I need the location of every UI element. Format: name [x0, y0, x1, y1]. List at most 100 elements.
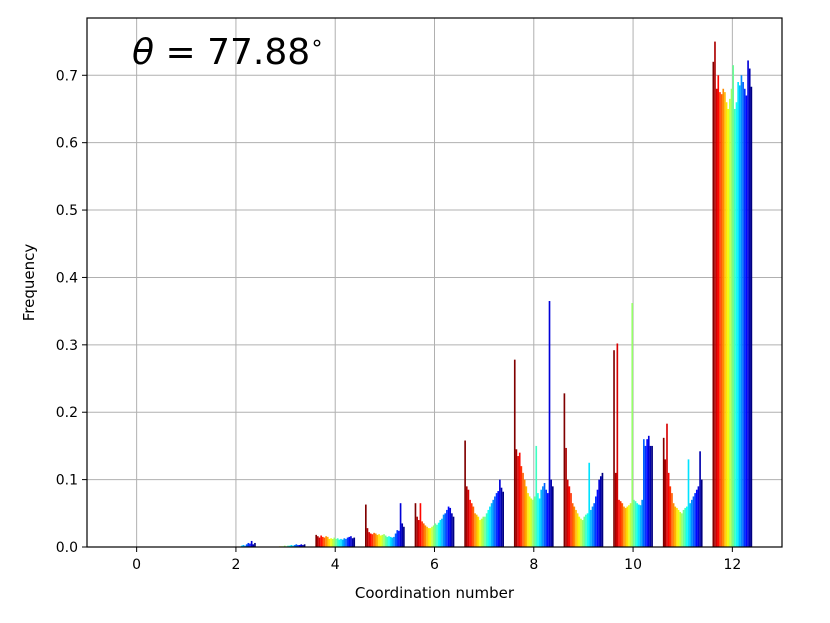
y-axis-label: Frequency — [20, 244, 38, 322]
bar — [523, 479, 526, 547]
bar — [482, 516, 485, 547]
bar — [394, 533, 397, 547]
bar — [586, 513, 589, 547]
bar — [302, 544, 304, 547]
bar — [318, 537, 321, 547]
bar — [725, 102, 728, 548]
bar — [538, 498, 541, 547]
bar — [366, 528, 369, 547]
bar — [591, 506, 594, 547]
bar — [383, 534, 385, 547]
bar — [369, 533, 372, 547]
bar — [464, 440, 466, 547]
bar — [492, 499, 495, 547]
bar — [639, 505, 642, 547]
bar — [588, 462, 591, 547]
bar — [532, 499, 534, 547]
bar — [474, 513, 476, 547]
bar — [331, 538, 334, 547]
bar — [479, 520, 481, 547]
bar — [750, 86, 753, 548]
bar — [292, 545, 294, 547]
bar — [548, 301, 551, 547]
bar — [644, 445, 647, 547]
bar-group-cn-11 — [662, 423, 703, 547]
bar — [346, 537, 349, 547]
bar — [679, 511, 682, 547]
x-tick-label: 12 — [723, 557, 741, 573]
bar — [401, 523, 404, 547]
bar — [525, 486, 528, 547]
bar — [545, 489, 548, 547]
bar — [730, 88, 733, 547]
bar — [649, 445, 652, 547]
bar — [682, 509, 685, 547]
bar — [426, 526, 428, 547]
bar — [681, 513, 683, 547]
bar — [671, 493, 673, 547]
bar — [391, 537, 394, 547]
bar — [384, 535, 387, 547]
bar — [417, 520, 420, 547]
bar-group-cn-5 — [365, 503, 405, 547]
bar — [599, 476, 602, 547]
bar — [734, 108, 736, 547]
bar — [429, 528, 432, 547]
bar — [700, 479, 703, 547]
bar — [335, 538, 337, 547]
bar — [249, 543, 251, 547]
bar — [437, 522, 440, 547]
bar — [495, 493, 498, 547]
bar — [351, 538, 354, 547]
bar — [593, 503, 596, 547]
bar — [325, 536, 327, 547]
bar — [427, 528, 430, 547]
bar — [343, 538, 346, 547]
bar — [439, 520, 442, 547]
bar — [520, 466, 523, 547]
bar — [735, 102, 738, 548]
y-tick-label: 0.4 — [56, 270, 78, 286]
bar — [250, 540, 253, 547]
bar — [578, 516, 581, 547]
bar — [729, 98, 731, 548]
bar — [320, 535, 322, 547]
y-tick-label: 0.5 — [56, 203, 78, 219]
bar — [470, 503, 473, 547]
bar — [684, 507, 687, 547]
bar — [626, 506, 629, 547]
bar — [676, 507, 678, 547]
bar — [416, 516, 418, 547]
bar — [692, 496, 695, 547]
bar — [297, 544, 299, 547]
bar — [636, 503, 639, 547]
bar — [389, 536, 392, 547]
bar-group-cn-8 — [513, 301, 554, 547]
y-tick-label: 0.6 — [56, 136, 78, 152]
bar — [672, 503, 675, 547]
bar — [715, 88, 718, 547]
bar — [485, 513, 488, 547]
bar — [581, 520, 584, 547]
bar — [341, 539, 344, 547]
bar — [533, 496, 536, 547]
bar — [421, 521, 423, 547]
bar — [469, 499, 471, 547]
bar — [290, 544, 293, 547]
bar — [686, 506, 688, 547]
bar — [634, 501, 637, 547]
bar — [664, 459, 667, 547]
bar — [575, 509, 577, 547]
bar — [477, 516, 480, 547]
bar — [247, 542, 250, 547]
bar — [494, 496, 496, 547]
bar — [623, 506, 625, 547]
theta-annotation: θ = 77.88∘ — [132, 31, 324, 73]
bar — [449, 507, 452, 547]
bar — [424, 525, 427, 547]
bar — [666, 423, 668, 547]
bar — [317, 536, 319, 547]
bar-group-cn-12 — [712, 41, 753, 548]
bar — [376, 534, 379, 547]
bar — [742, 82, 744, 548]
